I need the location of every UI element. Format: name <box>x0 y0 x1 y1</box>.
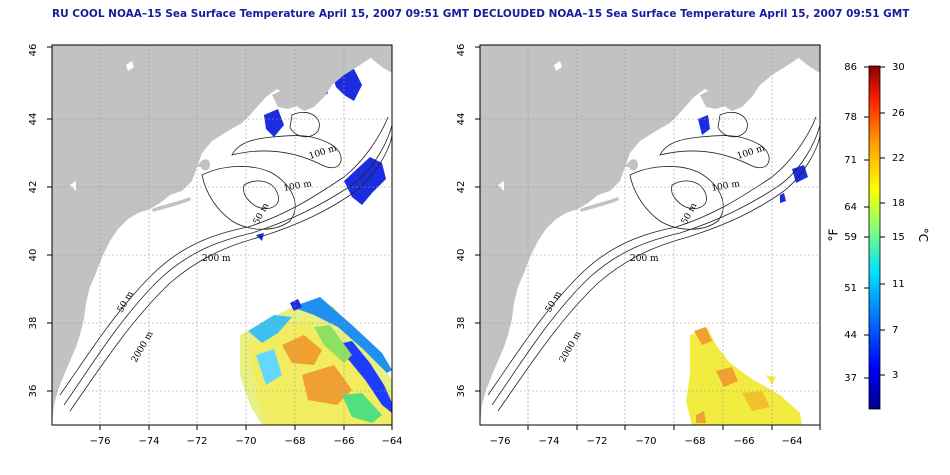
left-contour-200m: 200 m <box>202 254 231 264</box>
left-contour-100m-b: 100 m <box>283 179 313 194</box>
svg-text:44: 44 <box>28 113 39 126</box>
svg-text:−74: −74 <box>138 436 159 447</box>
right-bathymetry <box>487 112 821 412</box>
svg-text:40: 40 <box>28 249 39 262</box>
svg-text:46: 46 <box>28 44 39 57</box>
svg-text:44: 44 <box>844 330 857 341</box>
svg-text:51: 51 <box>844 283 857 294</box>
svg-text:46: 46 <box>456 44 467 57</box>
svg-text:36: 36 <box>28 385 39 398</box>
svg-text:−68: −68 <box>684 436 705 447</box>
left-map-panel[interactable]: 100 m 100 m 50 m 200 m 50 m 2000 m <box>51 44 393 426</box>
svg-text:15: 15 <box>892 232 905 243</box>
svg-text:−64: −64 <box>381 436 402 447</box>
svg-text:−66: −66 <box>733 436 754 447</box>
left-lon-labels: −76 −74 −72 −70 −68 −66 −64 <box>89 436 402 447</box>
left-bathymetry <box>59 112 393 412</box>
svg-text:11: 11 <box>892 279 905 290</box>
svg-text:86: 86 <box>844 62 857 73</box>
right-map-frame <box>479 44 821 426</box>
svg-text:−68: −68 <box>284 436 305 447</box>
svg-text:38: 38 <box>28 317 39 330</box>
right-map-panel[interactable]: 100 m 100 m 50 m 200 m 50 m 2000 m <box>479 44 821 426</box>
svg-text:42: 42 <box>456 181 467 194</box>
svg-text:−76: −76 <box>89 436 110 447</box>
right-map-title: DECLOUDED NOAA–15 Sea Surface Temperatur… <box>473 8 910 20</box>
svg-text:64: 64 <box>844 202 857 213</box>
svg-text:78: 78 <box>844 112 857 123</box>
svg-text:37: 37 <box>844 373 857 384</box>
right-contour-200m: 200 m <box>630 254 659 264</box>
colorbar-ticks <box>864 66 885 379</box>
svg-text:36: 36 <box>456 385 467 398</box>
colorbar-c-labels: 30 26 22 18 15 11 7 3 <box>892 62 905 381</box>
svg-text:−76: −76 <box>489 436 510 447</box>
left-lat-labels: 36 38 40 42 44 46 <box>28 44 39 398</box>
svg-text:−70: −70 <box>235 436 256 447</box>
svg-text:42: 42 <box>28 181 39 194</box>
svg-text:59: 59 <box>844 232 857 243</box>
svg-text:−64: −64 <box>781 436 802 447</box>
svg-text:40: 40 <box>456 249 467 262</box>
right-gridlines <box>480 45 820 425</box>
left-map-frame <box>51 44 393 426</box>
right-contour-100m-b: 100 m <box>711 179 741 194</box>
svg-text:−70: −70 <box>635 436 656 447</box>
right-axes <box>475 46 821 430</box>
left-sst-swath <box>240 297 392 425</box>
right-sst-swath <box>686 327 802 425</box>
svg-text:26: 26 <box>892 108 905 119</box>
left-gridlines <box>52 45 392 425</box>
svg-text:−66: −66 <box>333 436 354 447</box>
right-lon-labels: −76 −74 −72 −70 −68 −66 −64 <box>489 436 802 447</box>
svg-text:−72: −72 <box>186 436 207 447</box>
svg-text:71: 71 <box>844 155 857 166</box>
svg-text:−74: −74 <box>538 436 559 447</box>
svg-text:−72: −72 <box>586 436 607 447</box>
svg-text:30: 30 <box>892 62 905 73</box>
svg-text:7: 7 <box>892 325 898 336</box>
right-lat-labels: 36 38 40 42 44 46 <box>456 44 467 398</box>
svg-text:22: 22 <box>892 153 905 164</box>
svg-text:44: 44 <box>456 113 467 126</box>
svg-text:3: 3 <box>892 370 898 381</box>
left-map-title: RU COOL NOAA–15 Sea Surface Temperature … <box>52 8 469 20</box>
svg-text:18: 18 <box>892 198 905 209</box>
colorbar-f-labels: 86 78 71 64 59 51 44 37 <box>844 62 857 384</box>
left-axes <box>47 46 393 430</box>
colorbar <box>868 65 881 410</box>
svg-text:38: 38 <box>456 317 467 330</box>
